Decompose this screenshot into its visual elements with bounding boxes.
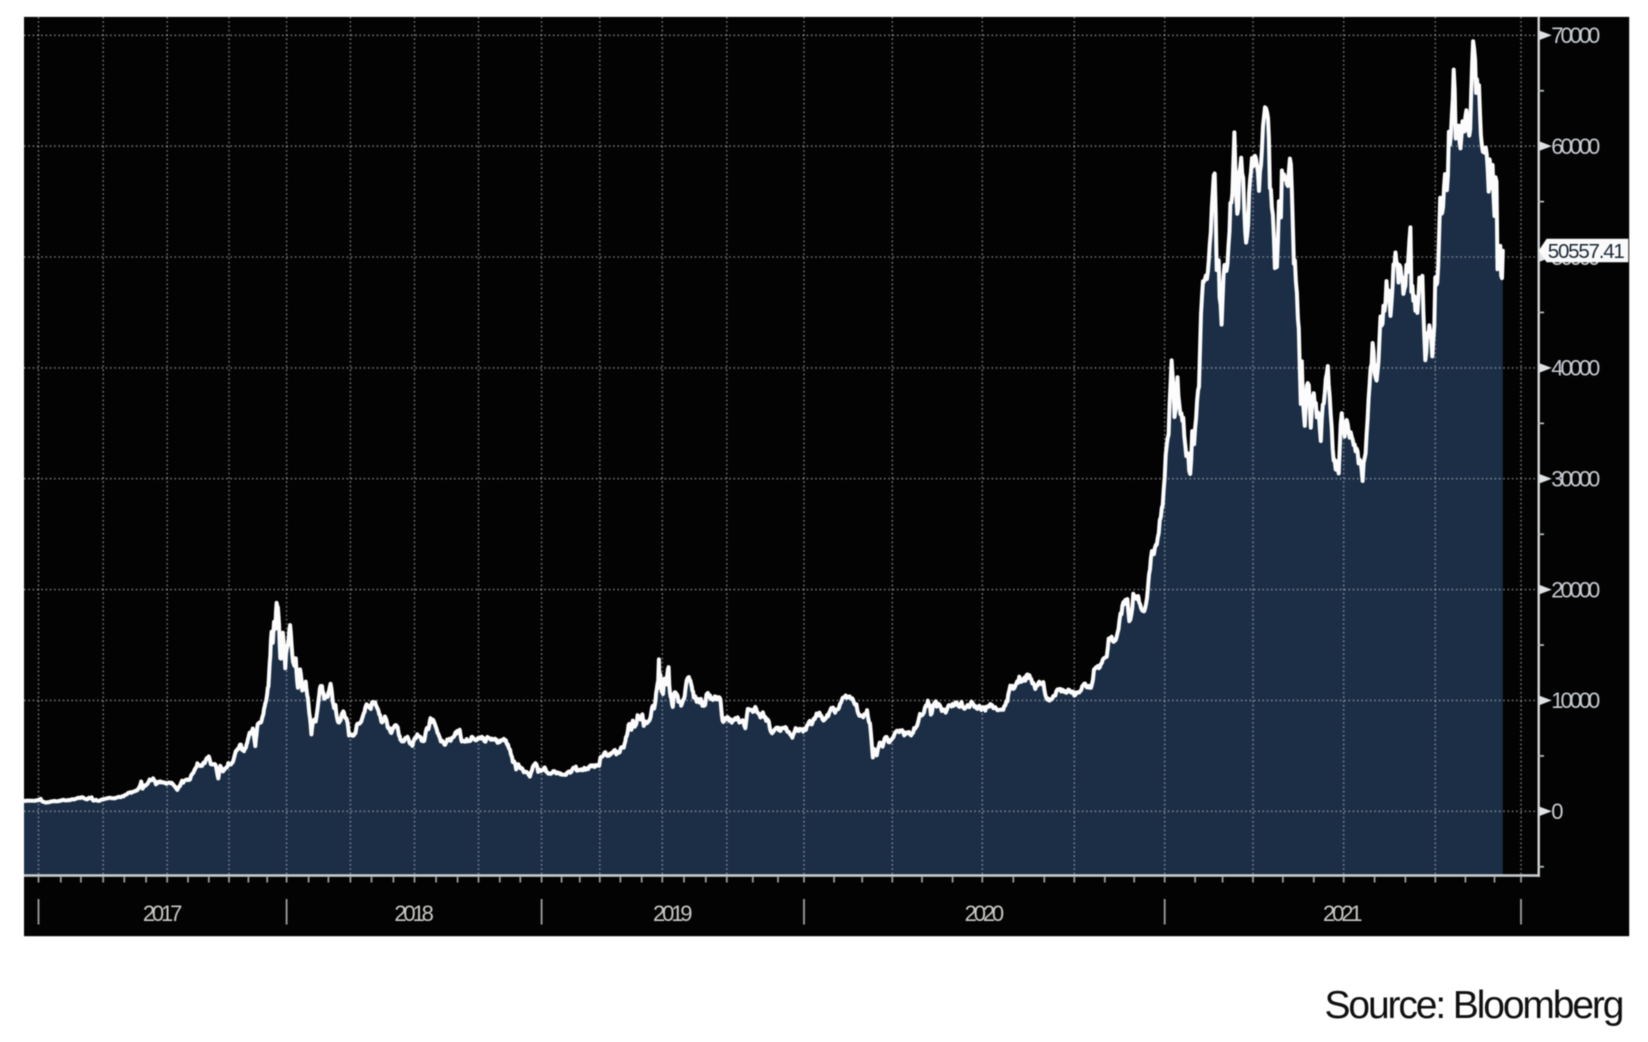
svg-text:50557.41: 50557.41	[1548, 240, 1625, 263]
svg-text:30000: 30000	[1551, 467, 1600, 492]
svg-text:0: 0	[1551, 799, 1563, 824]
svg-text:2020: 2020	[965, 901, 1005, 926]
svg-text:40000: 40000	[1551, 356, 1600, 381]
svg-text:2017: 2017	[143, 901, 183, 926]
svg-text:2018: 2018	[394, 901, 434, 926]
svg-text:2021: 2021	[1323, 901, 1363, 926]
svg-text:10000: 10000	[1551, 688, 1600, 713]
svg-text:20000: 20000	[1551, 577, 1600, 602]
svg-text:2019: 2019	[653, 901, 693, 926]
svg-text:60000: 60000	[1551, 134, 1600, 159]
svg-text:70000: 70000	[1551, 23, 1600, 48]
svg-text:Source: Bloomberg: Source: Bloomberg	[1325, 984, 1625, 1027]
